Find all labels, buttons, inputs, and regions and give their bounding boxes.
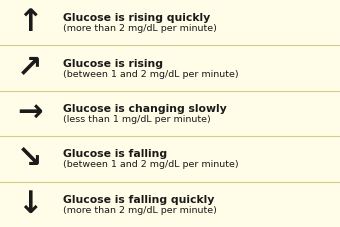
Text: ↑: ↑ bbox=[17, 8, 42, 37]
Text: ↘: ↘ bbox=[17, 144, 42, 173]
Text: (more than 2 mg/dL per minute): (more than 2 mg/dL per minute) bbox=[63, 206, 217, 215]
Text: (between 1 and 2 mg/dL per minute): (between 1 and 2 mg/dL per minute) bbox=[63, 69, 239, 79]
Text: Glucose is changing slowly: Glucose is changing slowly bbox=[63, 104, 227, 114]
Text: ↓: ↓ bbox=[17, 190, 42, 219]
Text: Glucose is falling quickly: Glucose is falling quickly bbox=[63, 195, 214, 205]
Text: ↗: ↗ bbox=[17, 54, 42, 83]
Text: →: → bbox=[17, 99, 42, 128]
Text: (less than 1 mg/dL per minute): (less than 1 mg/dL per minute) bbox=[63, 115, 211, 124]
Text: Glucose is rising quickly: Glucose is rising quickly bbox=[63, 13, 210, 23]
Text: (more than 2 mg/dL per minute): (more than 2 mg/dL per minute) bbox=[63, 24, 217, 33]
Text: Glucose is rising: Glucose is rising bbox=[63, 59, 163, 69]
Text: (between 1 and 2 mg/dL per minute): (between 1 and 2 mg/dL per minute) bbox=[63, 160, 239, 169]
Text: Glucose is falling: Glucose is falling bbox=[63, 149, 167, 159]
